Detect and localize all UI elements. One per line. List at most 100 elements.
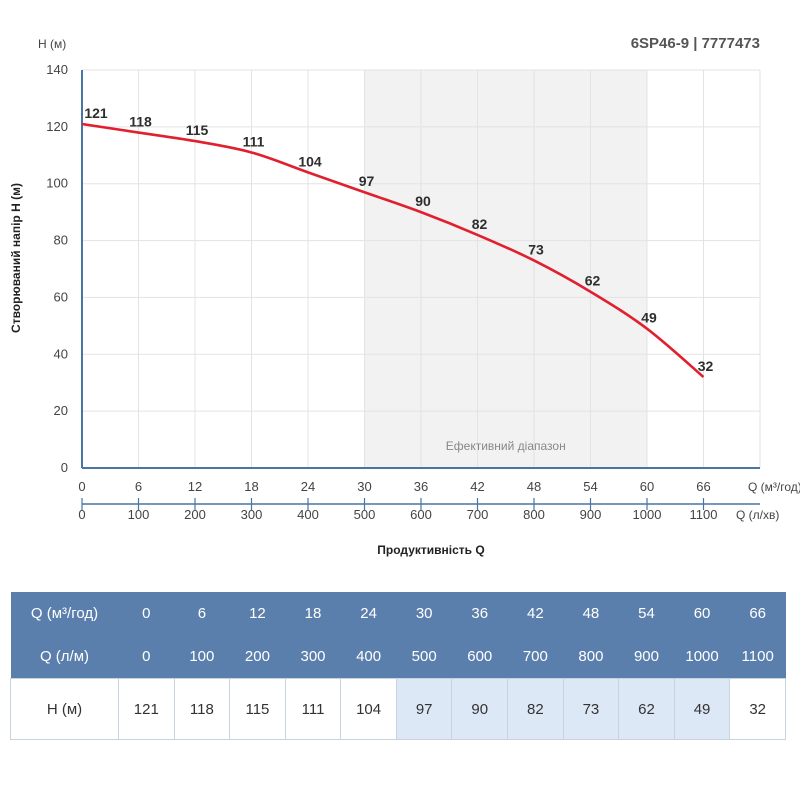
table-cell: 115 <box>229 678 286 740</box>
table-cell: 111 <box>284 678 342 740</box>
data-label: 90 <box>415 193 431 209</box>
table-cell: 100 <box>174 635 230 679</box>
table-cell: 0 <box>118 635 175 679</box>
x2-tick-label: 600 <box>410 507 432 522</box>
table-cell: 600 <box>451 635 508 679</box>
x-tick-label: 48 <box>527 479 541 494</box>
band-label: Ефективний діапазон <box>446 439 566 453</box>
data-label: 49 <box>641 310 657 326</box>
data-label: 115 <box>186 122 209 138</box>
pump-curve-chart: Ефективний діапазон 121 118 115 111 104 97 90 8… <box>9 35 800 557</box>
y-tick-label: 120 <box>46 119 68 134</box>
table-row: Q (л/м) 0 100 200 300 400 500 600 700 800 900 1000 1… <box>10 635 786 679</box>
table-cell: 118 <box>173 678 231 740</box>
x-tick-label: 42 <box>470 479 484 494</box>
y-tick-label: 80 <box>54 233 68 248</box>
x-tick-label: 12 <box>188 479 202 494</box>
table-cell: 49 <box>673 678 731 740</box>
x2-tick-label: 1100 <box>690 507 718 522</box>
table-cell: 18 <box>285 592 341 635</box>
table-cell: 104 <box>340 678 397 740</box>
x2-unit-label: Q (л/хв) <box>736 508 779 522</box>
table-cell: 300 <box>285 635 341 679</box>
x-tick-label: 66 <box>696 479 710 494</box>
table-cell: 12 <box>229 592 286 635</box>
efficient-range-band <box>364 70 647 468</box>
x2-tick-label: 800 <box>523 507 545 522</box>
table-cell: 700 <box>507 635 564 679</box>
x2-tick-label: 500 <box>354 507 376 522</box>
x-tick-label: 0 <box>78 479 85 494</box>
data-label: 32 <box>698 358 714 374</box>
data-label: 118 <box>129 114 152 130</box>
y-unit-label: H (м) <box>38 37 66 51</box>
data-label: 104 <box>298 153 322 169</box>
row-label: Q (л/м) <box>10 635 119 679</box>
table-cell: 121 <box>118 678 175 740</box>
series-line <box>81 122 705 379</box>
table-cell: 900 <box>618 635 675 679</box>
table-cell: 400 <box>340 635 397 679</box>
x2-tick-label: 300 <box>241 507 263 522</box>
table-cell: 32 <box>729 678 786 740</box>
x-unit-label: Q (м³/год) <box>748 480 800 494</box>
table-cell: 90 <box>451 678 509 740</box>
table-cell: 500 <box>396 635 452 679</box>
x2-tick-labels: 0 100 200 300 400 500 600 700 800 900 1000 1100 <box>78 507 717 522</box>
table-cell: 66 <box>729 592 786 635</box>
x2-tick-label: 100 <box>128 507 150 522</box>
table-cell: 82 <box>507 678 564 740</box>
performance-table: Q (м³/год) 0 6 12 18 24 30 36 42 48 54 60 66 Q (л/м) 0… <box>10 592 786 740</box>
y-axis-label: Створюваний напір H (м) <box>9 183 23 333</box>
table-cell: 97 <box>395 678 453 740</box>
x2-tick-label: 0 <box>78 507 85 522</box>
y-tick-label: 60 <box>54 289 68 304</box>
table-cell: 73 <box>562 678 620 740</box>
x-tick-label: 54 <box>583 479 597 494</box>
x-axis-label: Продуктивність Q <box>377 543 484 557</box>
table-row: H (м) 121 118 115 111 104 97 90 82 73 62 49 32 <box>10 678 786 740</box>
y-tick-label: 100 <box>46 176 68 191</box>
x2-tick-label: 900 <box>580 507 602 522</box>
x2-tick-label: 400 <box>297 507 319 522</box>
x-tick-labels: 0 6 12 18 24 30 36 42 48 54 60 66 <box>78 479 710 494</box>
data-label: 62 <box>585 273 601 289</box>
y-tick-label: 140 <box>46 62 68 77</box>
x2-tick-label: 200 <box>184 507 206 522</box>
table-cell: 48 <box>563 592 619 635</box>
row-label: H (м) <box>10 678 119 740</box>
y-tick-label: 0 <box>61 460 68 475</box>
table-cell: 0 <box>118 592 175 635</box>
table-row: Q (м³/год) 0 6 12 18 24 30 36 42 48 54 60 66 <box>10 592 786 635</box>
table-cell: 42 <box>507 592 564 635</box>
x-tick-label: 36 <box>414 479 428 494</box>
data-label: 82 <box>472 216 488 232</box>
x-tick-label: 24 <box>301 479 315 494</box>
y-tick-label: 20 <box>54 403 68 418</box>
axes <box>81 70 760 510</box>
row-label: Q (м³/год) <box>10 592 119 635</box>
y-tick-label: 40 <box>54 346 68 361</box>
table-cell: 200 <box>229 635 286 679</box>
table-cell: 36 <box>451 592 508 635</box>
table-cell: 1000 <box>674 635 730 679</box>
data-label: 97 <box>359 173 375 189</box>
data-labels: 121 118 115 111 104 97 90 82 73 62 49 32 <box>84 105 713 374</box>
data-label: 73 <box>528 241 544 257</box>
x-tick-label: 18 <box>244 479 258 494</box>
x2-tick-label: 700 <box>467 507 489 522</box>
table-cell: 800 <box>563 635 619 679</box>
grid <box>82 69 761 468</box>
table-cell: 62 <box>618 678 675 740</box>
y-tick-labels: 0 20 40 60 80 100 120 140 <box>46 62 68 475</box>
data-label: 121 <box>84 105 108 121</box>
table-cell: 6 <box>174 592 230 635</box>
table-cell: 54 <box>618 592 675 635</box>
x-tick-label: 6 <box>135 479 142 494</box>
chart-title: 6SP46-9 | 7777473 <box>631 35 760 52</box>
table-cell: 1100 <box>729 635 786 679</box>
x-tick-label: 60 <box>640 479 654 494</box>
x2-tick-label: 1000 <box>633 507 662 522</box>
data-label: 111 <box>243 133 265 149</box>
x-tick-label: 30 <box>357 479 371 494</box>
